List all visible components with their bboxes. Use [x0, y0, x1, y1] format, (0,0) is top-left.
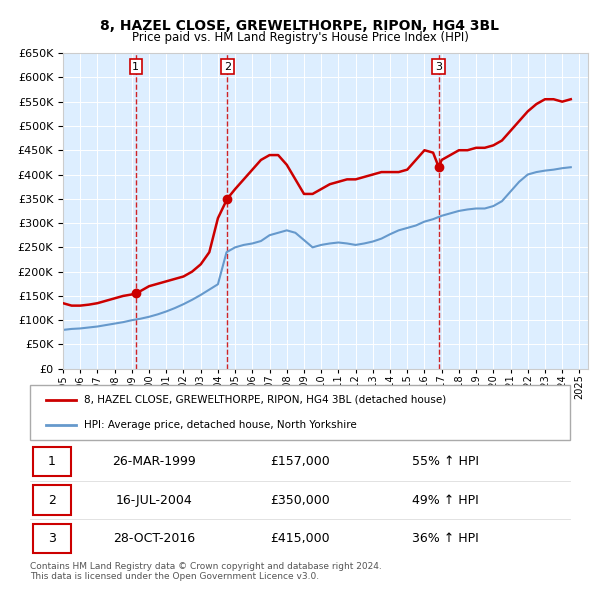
Text: HPI: Average price, detached house, North Yorkshire: HPI: Average price, detached house, Nort… — [84, 420, 357, 430]
FancyBboxPatch shape — [33, 524, 71, 553]
Text: 2: 2 — [47, 493, 56, 507]
FancyBboxPatch shape — [33, 447, 71, 476]
Text: 8, HAZEL CLOSE, GREWELTHORPE, RIPON, HG4 3BL (detached house): 8, HAZEL CLOSE, GREWELTHORPE, RIPON, HG4… — [84, 395, 446, 405]
Text: 1: 1 — [133, 62, 139, 72]
Text: 3: 3 — [47, 532, 56, 545]
Text: 28-OCT-2016: 28-OCT-2016 — [113, 532, 195, 545]
Text: Price paid vs. HM Land Registry's House Price Index (HPI): Price paid vs. HM Land Registry's House … — [131, 31, 469, 44]
Text: 2: 2 — [224, 62, 231, 72]
Text: 49% ↑ HPI: 49% ↑ HPI — [412, 493, 479, 507]
Text: £415,000: £415,000 — [270, 532, 330, 545]
FancyBboxPatch shape — [33, 486, 71, 514]
Text: 16-JUL-2004: 16-JUL-2004 — [116, 493, 193, 507]
FancyBboxPatch shape — [30, 385, 570, 440]
Text: 55% ↑ HPI: 55% ↑ HPI — [412, 455, 479, 468]
Text: 3: 3 — [435, 62, 442, 72]
Text: 26-MAR-1999: 26-MAR-1999 — [112, 455, 196, 468]
Text: £350,000: £350,000 — [270, 493, 330, 507]
Text: £157,000: £157,000 — [270, 455, 330, 468]
Text: Contains HM Land Registry data © Crown copyright and database right 2024.: Contains HM Land Registry data © Crown c… — [30, 562, 382, 571]
Text: 1: 1 — [47, 455, 56, 468]
Text: This data is licensed under the Open Government Licence v3.0.: This data is licensed under the Open Gov… — [30, 572, 319, 581]
Text: 8, HAZEL CLOSE, GREWELTHORPE, RIPON, HG4 3BL: 8, HAZEL CLOSE, GREWELTHORPE, RIPON, HG4… — [101, 19, 499, 33]
Text: 36% ↑ HPI: 36% ↑ HPI — [412, 532, 479, 545]
